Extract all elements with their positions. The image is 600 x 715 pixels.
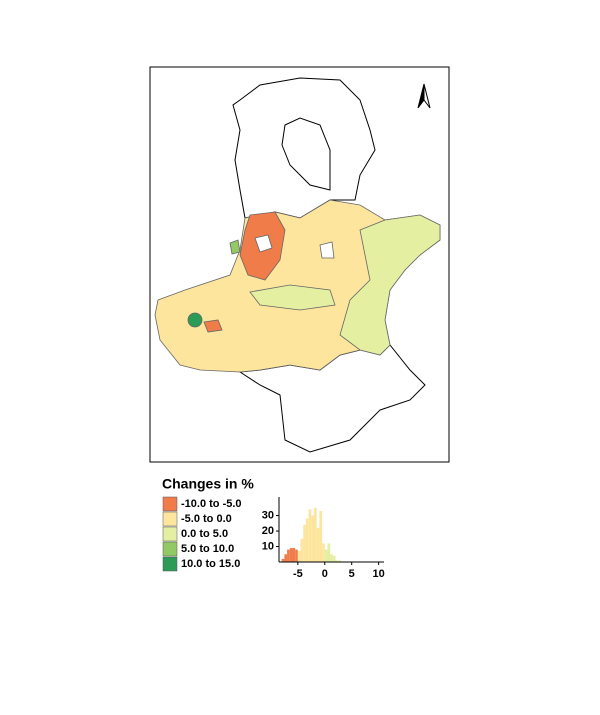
x-tick-label: 5 <box>349 568 355 580</box>
north-arrow <box>417 83 431 109</box>
y-tick-label: 20 <box>262 525 274 537</box>
histogram-bar <box>289 548 293 562</box>
county-fills <box>154 199 441 373</box>
histogram-bar <box>300 538 304 562</box>
legend-label: 0.0 to 5.0 <box>181 528 228 540</box>
histogram-bar <box>281 558 285 562</box>
region-hole <box>254 234 273 253</box>
region-fill <box>187 312 203 328</box>
legend-swatch <box>162 526 178 542</box>
region-outline <box>281 117 331 191</box>
x-tick-label: -5 <box>293 568 303 580</box>
map <box>232 77 426 453</box>
x-tick-label: 0 <box>322 568 328 580</box>
histogram-bar <box>327 543 331 562</box>
y-tick-label: 30 <box>262 509 274 521</box>
histogram-bar <box>305 518 309 562</box>
histogram-bar <box>316 527 320 562</box>
histogram-bar <box>322 543 325 562</box>
legend-label: 10.0 to 15.0 <box>181 558 240 570</box>
histogram-bar <box>338 560 341 562</box>
histogram-bar <box>311 515 314 562</box>
histogram-bar <box>292 548 296 562</box>
legend-swatch <box>162 511 178 527</box>
region-fill <box>203 319 223 333</box>
x-tick-label: 10 <box>372 568 384 580</box>
region-fill <box>249 284 336 311</box>
legend-label: 5.0 to 10.0 <box>181 543 234 555</box>
region-fill <box>229 239 241 255</box>
histogram-bar <box>319 510 323 562</box>
histogram-bar <box>330 554 333 562</box>
histogram-bar <box>324 549 328 562</box>
histogram-bar <box>314 507 317 562</box>
region-hole <box>319 241 335 259</box>
histogram-bar <box>308 509 312 562</box>
histogram-bar <box>297 551 301 562</box>
histogram-bar <box>332 555 336 562</box>
histogram-bar <box>284 554 288 562</box>
legend-swatch <box>162 496 178 512</box>
histogram-bar <box>295 549 298 562</box>
legend-swatch <box>162 541 178 557</box>
histogram-bar <box>335 560 339 562</box>
legend-swatch <box>162 556 178 572</box>
region-fill <box>339 214 441 356</box>
legend-title: Changes in % <box>162 476 254 492</box>
histogram-bar <box>287 549 290 562</box>
y-tick-label: 10 <box>262 540 274 552</box>
legend-label: -10.0 to -5.0 <box>181 498 242 510</box>
histogram-bar <box>303 524 306 562</box>
legend-label: -5.0 to 0.0 <box>181 513 232 525</box>
north-arrow-half <box>423 83 431 109</box>
